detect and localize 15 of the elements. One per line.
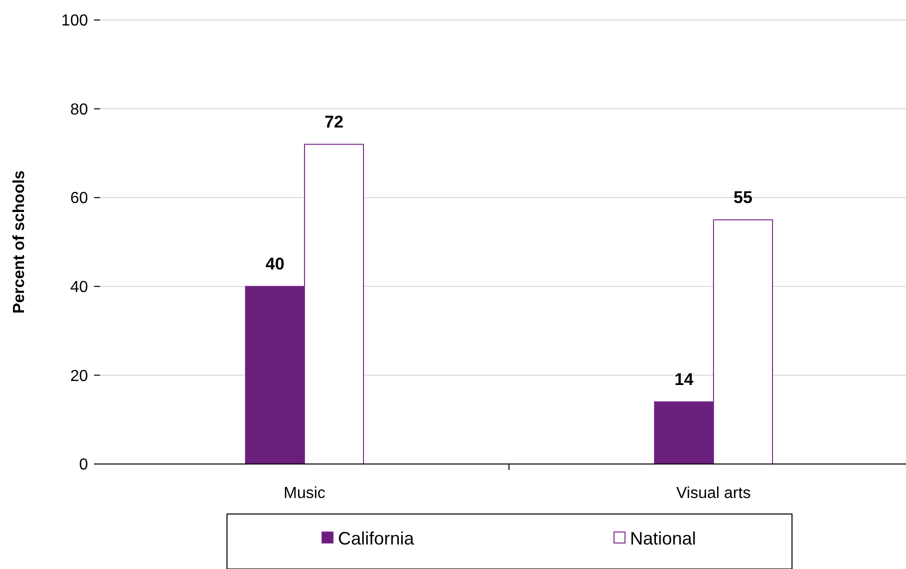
data-label: 14 bbox=[674, 370, 694, 389]
legend-label: National bbox=[630, 528, 696, 548]
y-tick-label: 40 bbox=[70, 279, 88, 296]
y-tick-label: 80 bbox=[70, 101, 88, 118]
y-tick-label: 100 bbox=[61, 12, 88, 30]
y-tick-label: 20 bbox=[70, 368, 88, 385]
legend-label: California bbox=[338, 528, 416, 548]
y-tick-label: 60 bbox=[70, 190, 88, 208]
data-label: 72 bbox=[324, 112, 344, 132]
y-tick-label: 0 bbox=[79, 456, 88, 474]
data-label: 55 bbox=[734, 188, 752, 207]
data-label: 40 bbox=[266, 254, 284, 274]
y-axis-title: Percent of schools bbox=[11, 170, 28, 314]
x-tick-label: Visual arts bbox=[676, 485, 751, 502]
x-tick-label: Music bbox=[284, 485, 326, 502]
